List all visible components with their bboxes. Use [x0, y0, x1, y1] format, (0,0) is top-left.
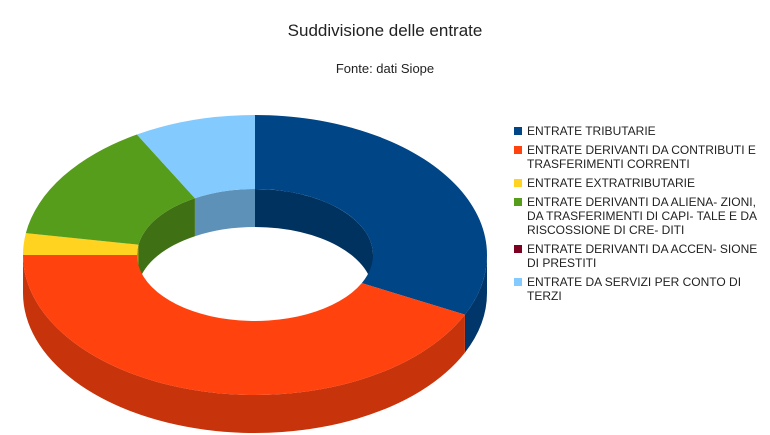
- legend-swatch-1: [514, 146, 522, 154]
- chart-title: Suddivisione delle entrate: [287, 21, 483, 40]
- legend-label-5: ENTRATE DA SERVIZI PER CONTO DI TERZI: [527, 275, 742, 303]
- legend-label-4: ENTRATE DERIVANTI DA ACCEN- SIONE DI PRE…: [527, 242, 758, 270]
- donut-slice-2: [23, 233, 139, 255]
- legend-item-3: ENTRATE DERIVANTI DA ALIENA- ZIONI, DA T…: [514, 195, 764, 237]
- legend-swatch-5: [514, 278, 522, 286]
- donut-outer-wall-1: [23, 255, 465, 434]
- legend-swatch-0: [514, 127, 522, 135]
- donut-outer-wall-0: [464, 255, 487, 353]
- donut-slice-5: [136, 115, 255, 199]
- legend-label-2: ENTRATE EXTRATRIBUTARIE: [527, 176, 696, 190]
- legend-item-0: ENTRATE TRIBUTARIE: [514, 124, 764, 138]
- legend-item-5: ENTRATE DA SERVIZI PER CONTO DI TERZI: [514, 275, 764, 303]
- legend-item-1: ENTRATE DERIVANTI DA CONTRIBUTI E TRASFE…: [514, 143, 764, 171]
- donut-chart: [23, 115, 488, 434]
- legend-label-0: ENTRATE TRIBUTARIE: [527, 124, 656, 138]
- chart-legend: ENTRATE TRIBUTARIE ENTRATE DERIVANTI DA C…: [514, 124, 764, 308]
- donut-slice-3: [25, 134, 195, 245]
- legend-swatch-2: [514, 179, 522, 187]
- legend-label-3: ENTRATE DERIVANTI DA ALIENA- ZIONI, DA T…: [527, 195, 757, 237]
- donut-inner-wall-3: [138, 198, 195, 283]
- chart-subtitle: Fonte: dati Siope: [335, 61, 435, 76]
- legend-item-2: ENTRATE EXTRATRIBUTARIE: [514, 176, 764, 190]
- legend-swatch-4: [514, 245, 522, 253]
- donut-slice-0: [255, 115, 488, 315]
- donut-slice-1: [23, 255, 465, 396]
- legend-item-4: ENTRATE DERIVANTI DA ACCEN- SIONE DI PRE…: [514, 242, 764, 270]
- legend-swatch-3: [514, 198, 522, 206]
- donut-inner-wall-0: [255, 189, 373, 293]
- donut-inner-wall-5: [194, 189, 255, 237]
- legend-label-1: ENTRATE DERIVANTI DA CONTRIBUTI E TRASFE…: [527, 143, 756, 171]
